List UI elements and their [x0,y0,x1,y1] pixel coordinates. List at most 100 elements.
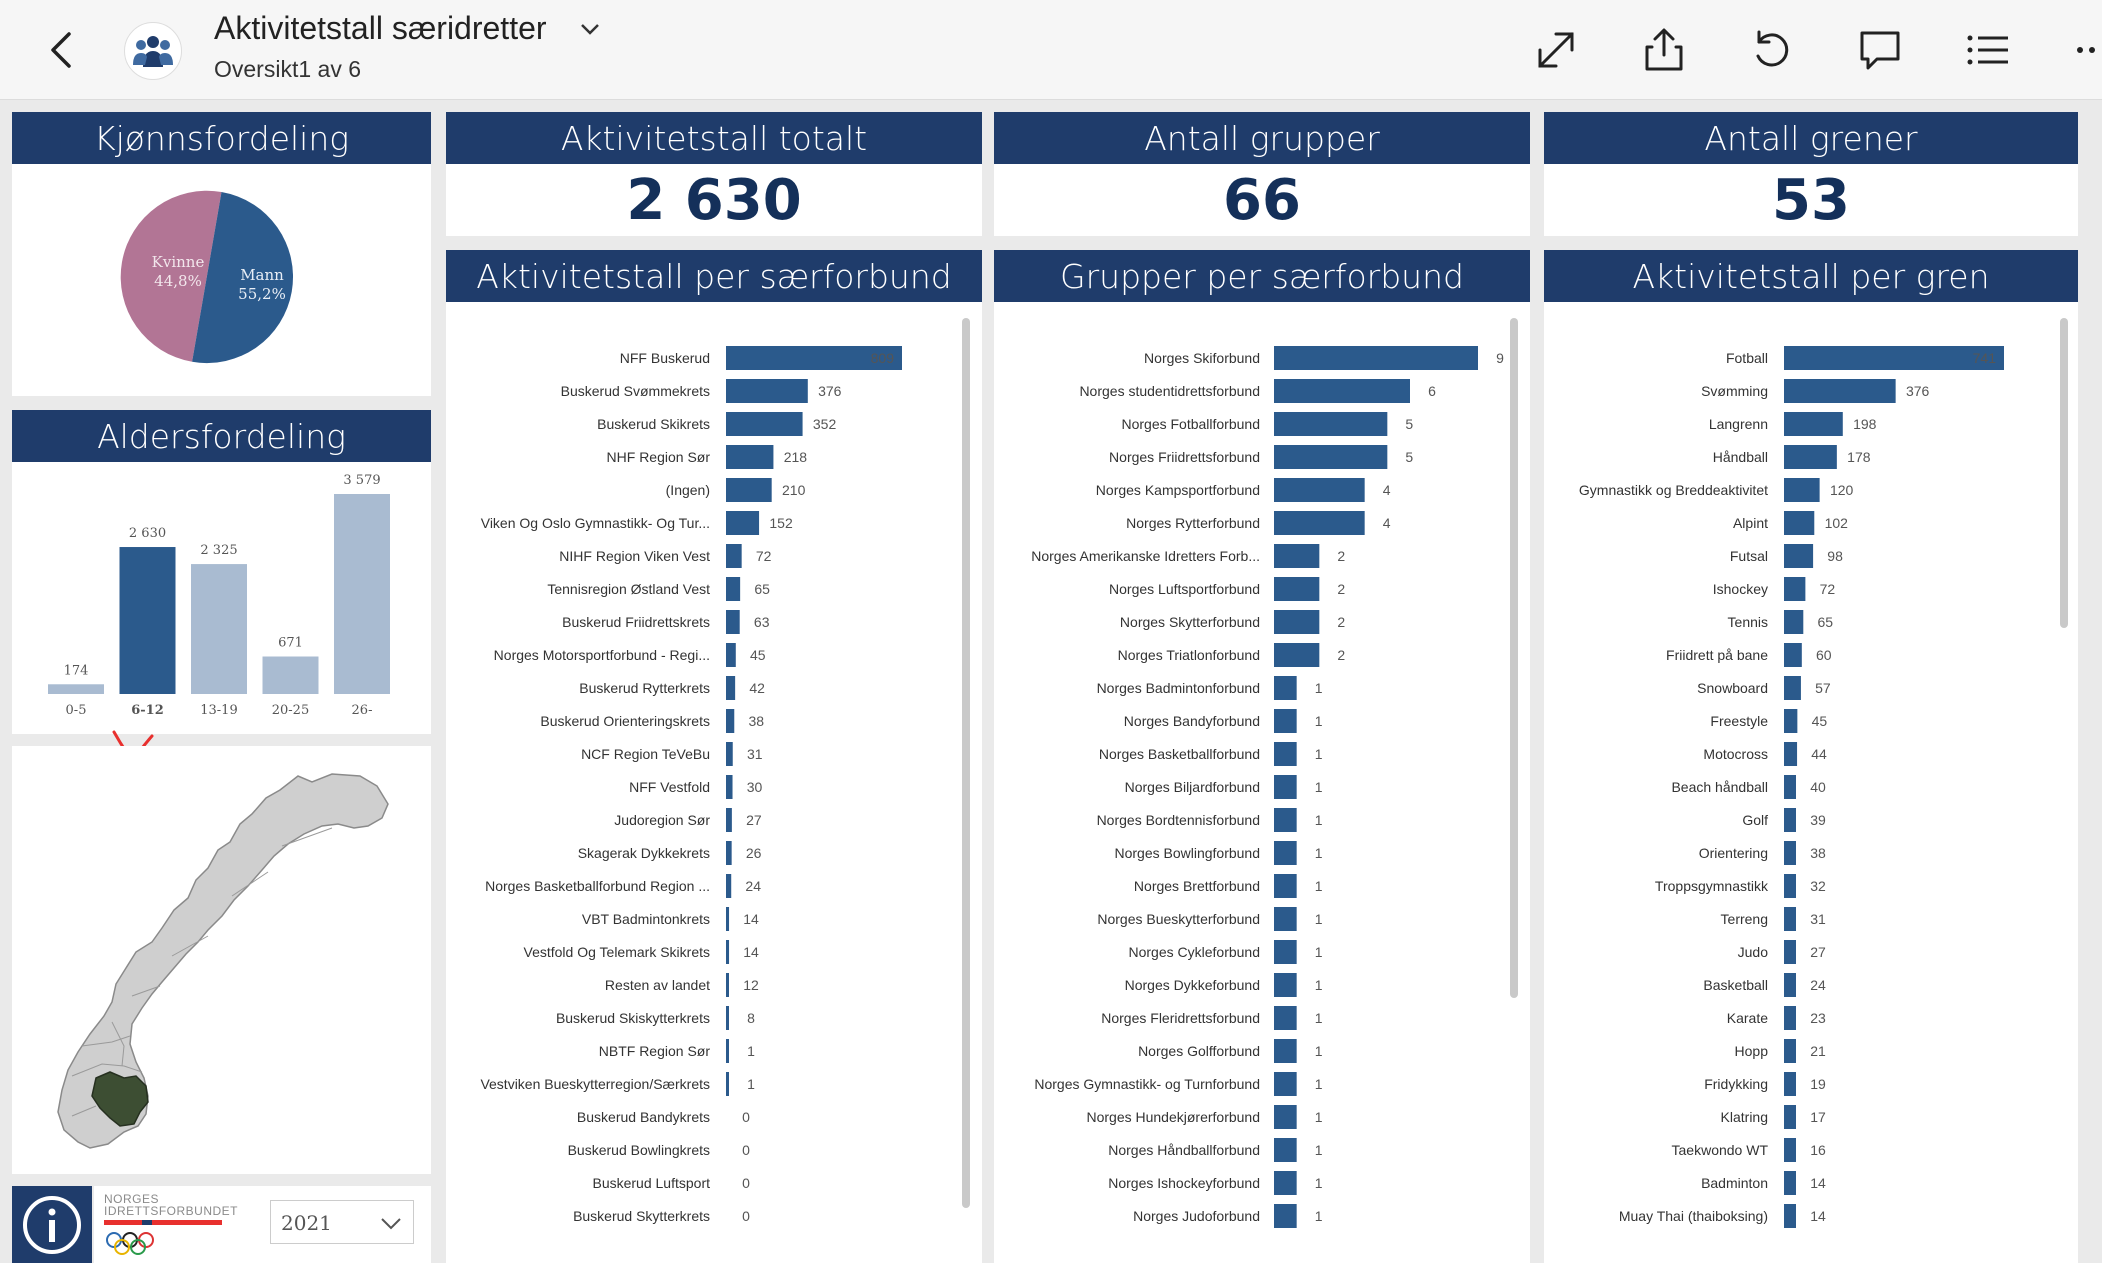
bar[interactable] [726,676,736,700]
bar[interactable] [1274,610,1320,634]
bar[interactable] [726,907,730,931]
bar[interactable] [726,940,730,964]
bar[interactable] [1274,775,1297,799]
bar[interactable] [1274,643,1320,667]
bar[interactable] [1784,1138,1796,1162]
bar[interactable] [1274,742,1297,766]
bar[interactable] [1274,841,1297,865]
bar[interactable] [1274,1171,1297,1195]
bar[interactable] [726,874,732,898]
bar[interactable] [1784,379,1896,403]
bar[interactable] [1784,676,1801,700]
bar[interactable] [1274,379,1410,403]
bar[interactable] [726,610,740,634]
bar[interactable] [1274,808,1297,832]
year-select[interactable]: 2021 [270,1200,414,1244]
pie-slice-female[interactable] [120,190,222,362]
share-icon[interactable] [1636,22,1692,78]
bar[interactable] [726,742,733,766]
scrollbar[interactable] [962,318,970,1208]
bar[interactable] [1784,1006,1796,1030]
bar[interactable] [1274,973,1297,997]
bar[interactable] [726,1072,729,1096]
pie-slice-male[interactable] [192,192,294,364]
bar[interactable] [1784,1105,1796,1129]
bar[interactable] [1274,544,1320,568]
bar[interactable] [1274,1105,1297,1129]
bar[interactable] [1784,940,1796,964]
bar[interactable] [726,577,741,601]
age-bar[interactable] [262,656,319,694]
bar[interactable] [1274,346,1478,370]
bar[interactable] [1784,412,1843,436]
per-branch-bar-chart[interactable]: Fotball 741 Svømming 376 Langrenn 198 Håndball… [1544,302,2078,1263]
bar[interactable] [1274,445,1388,469]
bar[interactable] [1784,577,1806,601]
age-bar[interactable] [334,494,390,694]
bar[interactable] [1274,1072,1297,1096]
bar[interactable] [1274,1138,1297,1162]
bar[interactable] [1274,1039,1297,1063]
bar[interactable] [1784,478,1820,502]
bar[interactable] [726,478,772,502]
bar[interactable] [726,511,760,535]
bar[interactable] [1274,412,1388,436]
bar[interactable] [1274,1006,1297,1030]
bar[interactable] [1784,907,1796,931]
comment-icon[interactable] [1852,22,1908,78]
bar[interactable] [1274,478,1365,502]
bar[interactable] [1784,544,1814,568]
bar[interactable] [1784,709,1798,733]
bar[interactable] [1784,1204,1796,1228]
bar[interactable] [1274,676,1297,700]
age-bar-chart[interactable]: 174 0-5 2 630 6-12 2 325 13-19 671 20-25 3 579 26… [12,462,431,734]
norway-map[interactable] [12,746,431,1174]
age-bar[interactable] [119,547,176,694]
bar[interactable] [1274,577,1320,601]
bar[interactable] [726,445,774,469]
bar[interactable] [1784,1072,1796,1096]
bar[interactable] [1784,1039,1796,1063]
bar[interactable] [1784,775,1796,799]
age-bar[interactable] [48,684,104,694]
bar[interactable] [1784,511,1815,535]
bar[interactable] [1784,445,1837,469]
bar[interactable] [1274,709,1297,733]
expand-icon[interactable] [1528,22,1584,78]
bar[interactable] [1784,973,1796,997]
back-arrow-icon[interactable] [34,22,90,78]
bar[interactable] [1784,841,1796,865]
bar[interactable] [726,412,803,436]
bar[interactable] [1274,874,1297,898]
bar[interactable] [726,709,735,733]
bar[interactable] [1784,610,1804,634]
bar[interactable] [1784,643,1802,667]
bar[interactable] [1784,808,1796,832]
bar[interactable] [726,775,733,799]
bar[interactable] [1274,907,1297,931]
scrollbar[interactable] [2060,318,2068,628]
bar[interactable] [726,1006,729,1030]
reset-icon[interactable] [1744,22,1800,78]
age-bar[interactable] [191,564,247,694]
scrollbar[interactable] [1510,318,1518,998]
bar[interactable] [726,973,729,997]
bar[interactable] [1784,742,1798,766]
per-federation-bar-chart[interactable]: NFF Buskerud 809 Buskerud Svømmekrets 376 Bu… [446,302,982,1263]
bar[interactable] [1274,511,1365,535]
bar[interactable] [1274,1204,1297,1228]
bar[interactable] [726,643,736,667]
list-icon[interactable] [1960,22,2016,78]
info-button[interactable] [12,1186,92,1263]
bar[interactable] [1784,346,2004,370]
bar[interactable] [1274,940,1297,964]
groups-per-federation-bar-chart[interactable]: Norges Skiforbund 9 Norges studentidrettsf… [994,302,1530,1263]
bar[interactable] [1784,1171,1796,1195]
bar[interactable] [726,808,732,832]
gender-pie-chart[interactable]: Kvinne 44,8% Mann 55,2% [12,164,431,396]
bar[interactable] [726,1039,729,1063]
bar[interactable] [726,841,732,865]
bar[interactable] [726,544,742,568]
bar[interactable] [1784,874,1796,898]
bar[interactable] [726,379,808,403]
